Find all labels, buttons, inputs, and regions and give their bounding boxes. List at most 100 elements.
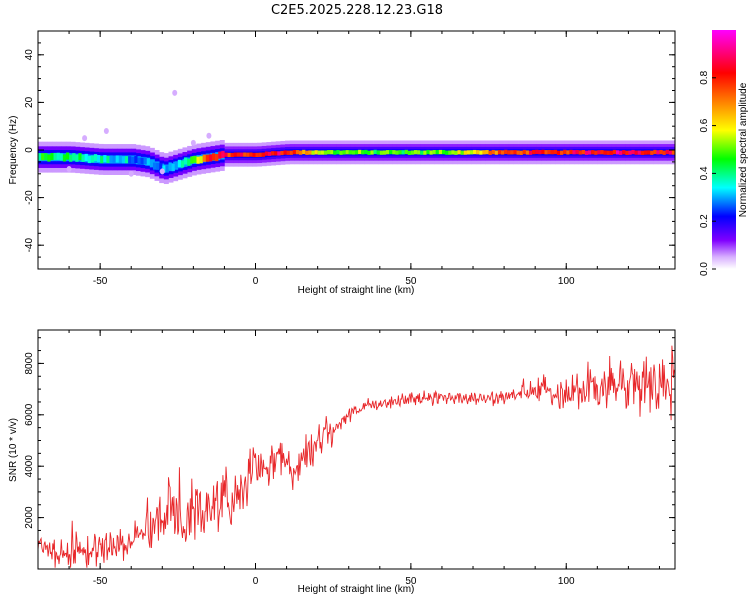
spectrogram-ridge-cell bbox=[615, 150, 620, 155]
colorbar-ticks: 0.0 0.2 0.4 0.6 0.8 bbox=[699, 70, 716, 276]
spectrogram-ridge-cell bbox=[367, 150, 371, 155]
spectrogram-ridge-cell bbox=[392, 150, 396, 155]
spectrogram-ridge-cell bbox=[149, 159, 154, 167]
spectrogram-ridge-cell bbox=[653, 149, 657, 155]
spectrogram-ridge-cell bbox=[106, 155, 110, 163]
spectrogram-ridge-cell bbox=[628, 150, 632, 155]
spectrogram-plot-area bbox=[38, 89, 675, 185]
spectrogram-ridge-cell bbox=[370, 150, 374, 155]
spectrogram-ridge-cell bbox=[146, 158, 151, 166]
spectrogram-ridge-cell bbox=[587, 150, 592, 155]
spectrogram-ridge-cell bbox=[532, 149, 536, 155]
spectrogram-ridge-cell bbox=[44, 153, 48, 161]
spectrogram-ridge-cell bbox=[448, 150, 452, 155]
spectrogram-ridge-cell bbox=[473, 149, 477, 155]
spectrogram-ridge-cell bbox=[97, 154, 101, 163]
spectrogram-ridge-cell bbox=[507, 150, 511, 155]
snr-y-tick-label: 2000 bbox=[24, 506, 35, 529]
spectrogram-ridge-cell bbox=[432, 149, 436, 155]
spectrogram-ridge-cell bbox=[581, 150, 586, 155]
spectrogram-ridge-cell bbox=[535, 149, 539, 155]
spectrogram-ridge-cell bbox=[118, 155, 123, 163]
snr-axes: -50 0 50 100 2000 4000 6000 8000 bbox=[24, 330, 675, 587]
spectrogram-ridge-cell bbox=[125, 156, 129, 164]
spectrogram-ridge-cell bbox=[258, 152, 262, 157]
spectrogram-ridge-cell bbox=[361, 150, 365, 155]
snr-y-tick-label: 4000 bbox=[24, 455, 35, 478]
spectrogram-ridge-cell bbox=[69, 154, 73, 162]
spectrogram-ridge-cell bbox=[342, 150, 346, 155]
spectrogram-ridge-cell bbox=[196, 156, 200, 164]
spectrogram-ridge-cell bbox=[218, 151, 222, 159]
chart-title: C2E5.2025.228.12.23.G18 bbox=[271, 3, 443, 18]
spectrogram-ridge-cell bbox=[500, 150, 505, 155]
spectrogram-ridge-cell bbox=[180, 160, 185, 168]
spectrogram-ridge-cell bbox=[162, 165, 166, 173]
spectrogram-speckle bbox=[82, 135, 88, 142]
spectrogram-speckle bbox=[206, 132, 212, 139]
spectrogram-ridge-cell bbox=[358, 149, 362, 155]
spectrogram-ridge-cell bbox=[401, 150, 405, 155]
spectrogram-axes: -50 0 50 100 -40 -20 0 20 40 bbox=[24, 31, 675, 287]
spectrogram-ridge-cell bbox=[84, 153, 88, 161]
spectrogram-ridge-cell bbox=[659, 149, 663, 155]
spectrogram-ridge-cell bbox=[560, 150, 564, 155]
spectrogram-ridge-cell bbox=[650, 150, 654, 155]
snr-y-tick-label: 6000 bbox=[24, 403, 35, 426]
spectrogram-ridge-cell bbox=[249, 152, 253, 157]
spectrogram-ridge-cell bbox=[187, 158, 191, 166]
spectrogram-ridge-cell bbox=[171, 164, 175, 172]
spectrogram-ridge-cell bbox=[528, 150, 533, 155]
spectrogram-ridge-cell bbox=[115, 155, 119, 163]
spectrogram-ridge-cell bbox=[59, 153, 64, 161]
spectrogram-ridge-cell bbox=[143, 156, 147, 165]
spectrogram-ridge-cell bbox=[513, 150, 517, 155]
spectrogram-ridge-cell bbox=[202, 154, 206, 162]
spectrogram-ridge-cell bbox=[236, 152, 241, 157]
spectrogram-ridge-cell bbox=[606, 150, 610, 155]
colorbar-tick-label: 0.2 bbox=[699, 214, 710, 228]
spectrogram-ridge-cell bbox=[662, 150, 666, 155]
spectrogram-ridge-cell bbox=[326, 150, 331, 155]
snr-frame bbox=[37, 329, 676, 570]
colorbar-tick-label: 0.0 bbox=[699, 262, 710, 276]
spectrogram-ridge-cell bbox=[417, 150, 421, 155]
spectrogram-ridge-cell bbox=[103, 155, 107, 163]
snr-plot-area bbox=[38, 345, 675, 568]
spectrogram-ridge-cell bbox=[215, 154, 219, 162]
spectrogram-ridge-cell bbox=[351, 150, 356, 155]
spectrogram-y-tick-label: -40 bbox=[24, 238, 35, 253]
spectrogram-ridge-cell bbox=[460, 150, 464, 155]
colorbar-tick-label: 0.8 bbox=[699, 70, 710, 84]
spectrogram-ridge-cell bbox=[544, 150, 548, 155]
spectrogram-ridge-cell bbox=[271, 151, 275, 156]
snr-x-tick-label: 100 bbox=[558, 576, 575, 587]
spectrogram-ridge-cell bbox=[320, 150, 325, 155]
spectrogram-ridge-cell bbox=[389, 149, 393, 155]
spectrogram-ridge-cell bbox=[522, 149, 527, 155]
colorbar-gradient bbox=[712, 30, 736, 269]
spectrogram-ridge-cell bbox=[277, 151, 281, 156]
spectrogram-ridge-cell bbox=[398, 150, 402, 155]
spectrogram-x-tick-label: 0 bbox=[253, 276, 259, 287]
spectrogram-ridge-cell bbox=[423, 150, 427, 155]
spectrogram-ridge-cell bbox=[121, 156, 126, 164]
spectrogram-ridge-cell bbox=[280, 150, 284, 156]
spectrogram-ridge-cell bbox=[354, 150, 359, 155]
spectrogram-ridge-cell bbox=[140, 157, 144, 165]
spectrogram-ridge-cell bbox=[302, 149, 306, 155]
spectrogram-ridge-cell bbox=[671, 150, 675, 155]
spectrogram-ridge-cell bbox=[134, 155, 138, 164]
spectrogram-speckle bbox=[159, 168, 165, 175]
spectrogram-ridge-cell bbox=[208, 154, 213, 162]
spectrogram-ridge-cell bbox=[550, 150, 554, 155]
spectrogram-ridge-cell bbox=[547, 149, 551, 155]
spectrogram-ridge-cell bbox=[286, 150, 290, 155]
spectrogram-ridge-cell bbox=[193, 155, 197, 163]
spectrogram-ridge-cell bbox=[445, 150, 449, 155]
spectrogram-ridge-cell bbox=[463, 150, 467, 155]
spectrogram-ridge-cell bbox=[609, 150, 614, 155]
spectrogram-ridge-cell bbox=[640, 150, 645, 155]
spectrogram-x-tick-label: 100 bbox=[558, 276, 575, 287]
spectrogram-ridge-cell bbox=[637, 150, 641, 155]
